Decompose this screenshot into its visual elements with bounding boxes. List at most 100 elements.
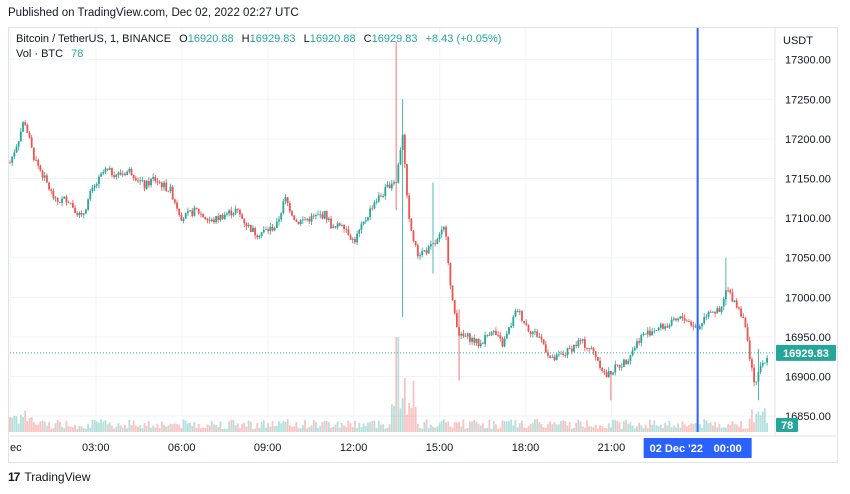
volume-bar [534,419,536,432]
volume-bar [249,421,252,432]
volume-bar [581,426,584,432]
candle-body [176,202,178,209]
candle-body [371,208,374,210]
volume-bar [377,420,380,432]
volume-bar [89,427,92,432]
volume-bar [471,421,473,432]
candle-body [206,219,209,221]
volume-bar [492,420,495,432]
volume-bar [495,424,497,432]
volume-bar [297,428,300,432]
candle-body [273,228,276,231]
volume-bar [43,421,46,432]
x-tick-label: 03:00 [82,442,110,454]
volume-bar [531,423,534,432]
candle-body [193,207,196,216]
volume-bar [599,425,601,432]
volume-bar [119,425,122,432]
volume-bar [72,427,74,432]
candle-body [286,197,289,203]
candle-body [139,180,142,182]
volume-bar [469,421,471,432]
volume-bar [362,423,365,432]
volume-bar [330,427,332,432]
candle-body [106,168,109,170]
candle-body [154,176,157,182]
volume-bar [458,421,460,432]
volume-bar [130,425,133,432]
y-tick-label: 17000.00 [785,292,831,304]
candle-body [26,124,29,133]
volume-bar [35,424,37,432]
candle-body [596,357,599,361]
volume-bar [744,428,747,432]
candle-body [612,372,614,375]
candle-body [416,245,419,257]
candle-body [11,156,14,163]
volume-bar [703,419,706,432]
candle-body [429,244,432,247]
candle-body [737,307,740,309]
candle-body [423,250,426,252]
candle-body [538,336,541,338]
volume-bar [538,421,541,432]
candle-body [540,336,543,340]
volume-bar [375,428,378,432]
volume-bar [204,427,207,432]
candle-body [740,308,742,317]
volume-bar [50,428,53,432]
candle-body [733,300,736,302]
candle-body [434,243,437,245]
volume-bar [63,428,66,432]
candle-body [590,348,593,350]
volume-bar [646,428,649,432]
volume-bar [167,425,170,432]
volume-bar [432,426,434,432]
candle-body [254,227,257,236]
candle-body [150,178,152,186]
volume-bar [395,337,398,432]
volume-bar [349,423,352,432]
volume-bar [91,419,94,432]
candle-body [147,180,150,186]
candle-body [141,180,144,182]
volume-bar [336,421,339,432]
chart-frame[interactable] [8,27,838,463]
candle-body [692,325,695,327]
candle-body [356,233,358,243]
candle-body [208,220,211,222]
volume-bar [67,426,70,432]
candle-body [573,344,575,352]
candle-body [440,229,443,235]
candle-body [397,164,400,183]
volume-bar [536,419,539,432]
volume-bar [729,425,732,432]
volume-bar [210,421,213,432]
candle-body [306,218,309,220]
candle-body [664,326,667,329]
volume-bar [245,426,248,432]
candle-body [653,330,656,332]
volume-bar [189,422,191,432]
candle-body [98,176,100,185]
candle-body [367,217,369,221]
volume-bar [753,422,755,432]
candle-body [649,330,651,336]
candle-body [746,327,749,341]
volume-bar [314,421,317,432]
candle-body [594,351,597,358]
y-tick-label: 17100.00 [785,213,831,225]
candle-body [291,211,293,216]
candle-body [403,134,406,165]
volume-bar [590,426,593,432]
volume-bar [610,427,612,432]
volume-bar [267,423,270,432]
volume-bar [152,425,155,432]
candle-body [219,214,222,221]
candle-body [518,311,521,313]
candle-body [167,190,170,192]
candle-body [245,223,248,227]
legend-close-label: C [363,33,372,45]
tradingview-brand[interactable]: 17 TradingView [8,470,90,484]
